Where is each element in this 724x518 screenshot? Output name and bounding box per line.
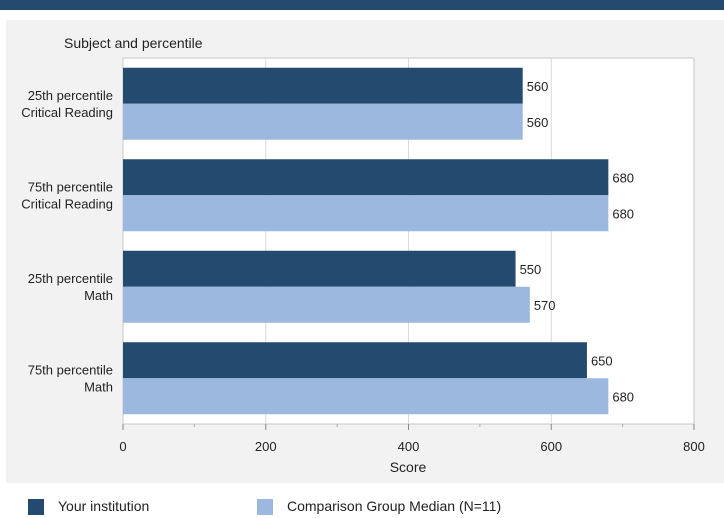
category-label: Math	[84, 379, 113, 394]
data-label: 680	[612, 170, 634, 185]
data-label: 650	[591, 353, 613, 368]
data-label: 570	[534, 298, 556, 313]
data-label: 560	[527, 79, 549, 94]
x-tick-label: 600	[540, 439, 562, 454]
x-tick-label: 200	[255, 439, 277, 454]
bar	[123, 286, 530, 323]
bar	[123, 159, 609, 196]
legend-label-institution: Your institution	[58, 498, 150, 514]
category-label: Critical Reading	[21, 105, 113, 120]
data-label: 680	[612, 206, 634, 221]
x-axis-label: Score	[390, 459, 427, 475]
bar	[123, 103, 523, 140]
bar	[123, 342, 587, 379]
x-tick-label: 400	[398, 439, 420, 454]
data-label: 550	[520, 262, 542, 277]
data-label: 680	[612, 389, 634, 404]
legend-swatch-comparison	[257, 499, 273, 515]
chart-title: Subject and percentile	[64, 35, 203, 51]
category-label: 75th percentile	[28, 179, 113, 194]
x-tick-label: 800	[683, 439, 705, 454]
category-label: 75th percentile	[28, 362, 113, 377]
bar	[123, 195, 609, 232]
bar	[123, 67, 523, 104]
legend-label-comparison: Comparison Group Median (N=11)	[287, 498, 502, 514]
header-bar	[0, 0, 724, 10]
category-label: 25th percentile	[28, 271, 113, 286]
x-tick-label: 0	[119, 439, 126, 454]
bar	[123, 378, 609, 415]
legend-swatch-institution	[28, 499, 44, 515]
category-label: Critical Reading	[21, 196, 113, 211]
category-label: 25th percentile	[28, 88, 113, 103]
bar	[123, 250, 516, 287]
data-label: 560	[527, 115, 549, 130]
category-label: Math	[84, 288, 113, 303]
